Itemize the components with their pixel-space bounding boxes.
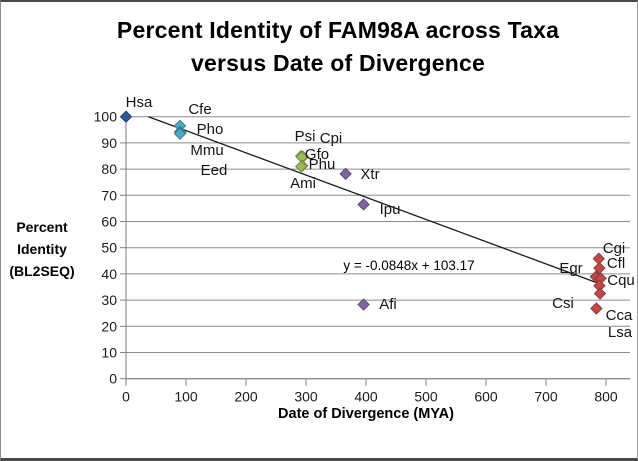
y-tick-label-30: 30 (101, 292, 117, 308)
x-tick-label-400: 400 (354, 389, 378, 405)
point-label-cqu: Cqu (607, 272, 635, 289)
point-label-phu: Phu (309, 156, 336, 173)
point-label-egr: Egr (559, 260, 582, 277)
data-point-eed (173, 127, 187, 140)
point-label-xtr: Xtr (360, 166, 379, 183)
point-label-cgi: Cgi (603, 240, 626, 257)
y-tick-label-0: 0 (109, 371, 117, 387)
x-tick-label-700: 700 (534, 389, 558, 405)
chart-title-line1: Percent Identity of FAM98A across Taxa (116, 17, 560, 43)
y-tick-label-80: 80 (101, 161, 117, 177)
x-tick-label-600: 600 (474, 389, 498, 405)
y-tick-label-70: 70 (101, 187, 117, 203)
x-tick-label-800: 800 (594, 389, 618, 405)
point-label-psi: Psi (295, 128, 316, 145)
point-label-lsa: Lsa (608, 324, 633, 341)
point-label-cfl: Cfl (607, 255, 625, 272)
y-tick-label-20: 20 (101, 318, 117, 334)
point-label-ami: Ami (290, 175, 316, 192)
chart-title: Percent Identity of FAM98A across Taxa v… (37, 14, 637, 80)
y-axis-title-line3: (BL2SEQ) (9, 263, 75, 279)
trendline-equation: y = -0.0848x + 103.17 (343, 258, 474, 273)
x-tick-label-300: 300 (294, 389, 318, 405)
data-point-afi (357, 298, 370, 311)
chart-title-line2: versus Date of Divergence (191, 50, 485, 76)
point-label-csi: Csi (552, 295, 574, 312)
y-axis-title-line1: Percent (16, 219, 68, 235)
data-point-xtr (339, 167, 352, 181)
x-tick-label-200: 200 (234, 389, 258, 405)
trendline (148, 116, 604, 286)
data-point-hsa (119, 110, 133, 123)
y-tick-label-50: 50 (101, 240, 117, 256)
point-label-ipu: Ipu (380, 201, 401, 218)
y-tick-label-90: 90 (101, 135, 117, 151)
y-tick-label-60: 60 (101, 214, 117, 230)
point-label-cca: Cca (606, 307, 633, 324)
point-label-pho: Pho (197, 121, 224, 138)
point-label-afi: Afi (379, 296, 397, 313)
y-tick-label-100: 100 (94, 109, 118, 125)
data-point-ami (294, 160, 308, 173)
point-label-cpi: Cpi (320, 130, 343, 147)
point-label-mmu: Mmu (190, 142, 223, 159)
y-axis-title-line2: Identity (17, 241, 67, 257)
point-label-eed: Eed (201, 162, 228, 179)
y-tick-label-10: 10 (101, 345, 117, 361)
x-tick-label-500: 500 (414, 389, 438, 405)
data-point-lsa (593, 287, 607, 300)
y-tick-label-40: 40 (101, 266, 117, 282)
point-label-cfe: Cfe (188, 101, 211, 118)
point-label-hsa: Hsa (126, 94, 153, 111)
x-axis-title: Date of Divergence (MYA) (278, 406, 454, 422)
data-point-csi (590, 302, 603, 315)
x-tick-label-100: 100 (174, 389, 198, 405)
y-axis-title: Percent Identity (BL2SEQ) (1, 216, 83, 282)
x-tick-label-0: 0 (122, 389, 130, 405)
point-label-gfo: Gfo (305, 146, 329, 163)
data-point-ipu (357, 198, 370, 211)
